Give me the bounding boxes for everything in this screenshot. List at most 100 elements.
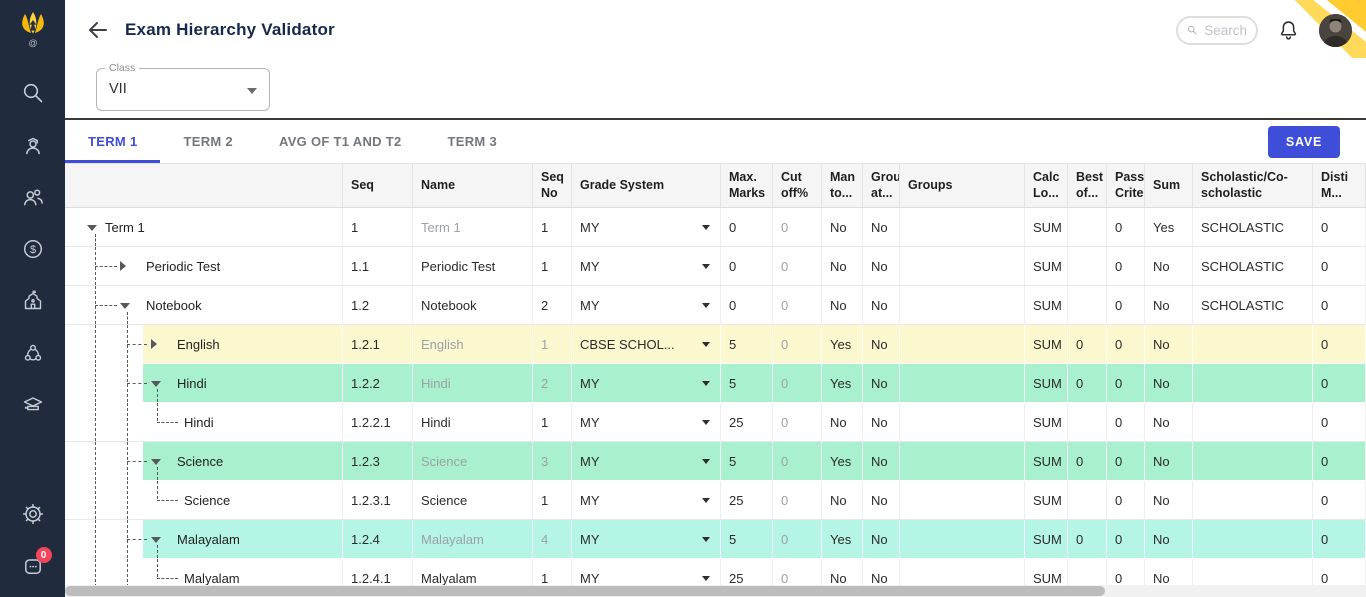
pass-criteria-cell: 0: [1107, 442, 1145, 480]
tree-node-label: Science: [184, 493, 231, 508]
groups-cell: [900, 559, 1025, 597]
tree-cell: Malayalam: [65, 520, 343, 558]
max-marks-cell: 5: [721, 520, 773, 558]
seq-no-cell: 1: [533, 481, 572, 519]
app-logo[interactable]: @: [0, 0, 65, 62]
distinct-marks-cell: 0: [1313, 442, 1366, 480]
grade-system-select[interactable]: MY: [572, 520, 721, 558]
max-marks-cell: 25: [721, 403, 773, 441]
grade-system-select[interactable]: MY: [572, 247, 721, 285]
dropdown-caret-icon: [702, 459, 710, 464]
chevron-down-icon: [247, 88, 257, 94]
seq-cell: 1.2.1: [343, 325, 413, 363]
distinct-marks-cell: 0: [1313, 481, 1366, 519]
section-divider: [65, 118, 1366, 120]
chat-icon[interactable]: 0: [21, 547, 52, 578]
users-icon[interactable]: [21, 185, 45, 209]
collapse-toggle-icon[interactable]: [151, 537, 161, 543]
grade-system-select[interactable]: MY: [572, 442, 721, 480]
seq-no-cell: 1: [533, 247, 572, 285]
expand-toggle-icon[interactable]: [151, 339, 157, 349]
grade-system-select[interactable]: CBSE SCHOL...: [572, 325, 721, 363]
settings-icon[interactable]: [21, 502, 45, 526]
finance-icon[interactable]: $: [21, 237, 45, 261]
expand-toggle-icon[interactable]: [120, 261, 126, 271]
pass-criteria-cell: 0: [1107, 403, 1145, 441]
tab-term-3[interactable]: TERM 3: [447, 134, 497, 149]
topbar: Exam Hierarchy Validator Search: [65, 0, 1366, 60]
school-icon[interactable]: [21, 289, 45, 313]
tab-term-2[interactable]: TERM 2: [183, 134, 233, 149]
horizontal-scrollbar: [65, 585, 1366, 597]
group-at-cell: No: [863, 442, 900, 480]
max-marks-cell: 5: [721, 442, 773, 480]
grade-system-select[interactable]: MY: [572, 403, 721, 441]
groups-cell: [900, 364, 1025, 402]
graduation-icon[interactable]: [21, 393, 45, 417]
cut-off-cell: 0: [773, 559, 822, 597]
sum-cell: No: [1145, 364, 1193, 402]
scholastic-cell: [1193, 403, 1313, 441]
mandatory-cell: No: [822, 286, 863, 324]
collapse-toggle-icon[interactable]: [151, 459, 161, 465]
notifications-bell-icon[interactable]: [1277, 19, 1300, 42]
dropdown-caret-icon: [702, 264, 710, 269]
seq-cell: 1: [343, 208, 413, 246]
seq-cell: 1.1: [343, 247, 413, 285]
tree-node-label: Malayalam: [177, 532, 240, 547]
cut-off-cell: 0: [773, 364, 822, 402]
best-of-cell: [1068, 286, 1107, 324]
grade-system-select[interactable]: MY: [572, 481, 721, 519]
tree-cell: Hindi: [65, 364, 343, 402]
filter-bar: Class VII: [65, 60, 1366, 118]
cut-off-cell: 0: [773, 520, 822, 558]
group-at-cell: No: [863, 559, 900, 597]
tab-avg-of-t1-and-t2[interactable]: AVG OF T1 AND T2: [278, 134, 402, 149]
search-placeholder: Search: [1204, 22, 1247, 38]
name-cell: Hindi: [413, 364, 533, 402]
column-header: Pass Crite: [1107, 164, 1145, 207]
svg-text:@: @: [28, 38, 37, 48]
search-nav-icon[interactable]: [21, 81, 45, 105]
collapse-toggle-icon[interactable]: [87, 225, 97, 231]
global-search-input[interactable]: Search: [1176, 15, 1258, 45]
pass-criteria-cell: 0: [1107, 520, 1145, 558]
tab-term-1[interactable]: TERM 1: [65, 120, 161, 163]
best-of-cell: [1068, 403, 1107, 441]
groups-cell: [900, 520, 1025, 558]
grade-system-select[interactable]: MY: [572, 286, 721, 324]
user-avatar[interactable]: [1319, 13, 1352, 47]
distinct-marks-cell: 0: [1313, 364, 1366, 402]
tree-node-label: Hindi: [177, 376, 207, 391]
name-cell: Malyalam: [413, 559, 533, 597]
collapse-toggle-icon[interactable]: [151, 381, 161, 387]
best-of-cell: 0: [1068, 442, 1107, 480]
class-select[interactable]: Class VII: [96, 62, 270, 111]
back-button[interactable]: [86, 17, 112, 43]
student-icon[interactable]: [21, 133, 45, 157]
class-select-label: Class: [105, 62, 140, 74]
groups-cell: [900, 403, 1025, 441]
tree-cell: English: [65, 325, 343, 363]
save-button[interactable]: SAVE: [1268, 125, 1340, 158]
class-select-value: VII: [109, 81, 127, 97]
name-cell: English: [413, 325, 533, 363]
tree-node-label: Malyalam: [184, 571, 240, 586]
logo-icon: @: [21, 12, 44, 48]
grade-system-select[interactable]: MY: [572, 559, 721, 597]
grade-system-select[interactable]: MY: [572, 208, 721, 246]
column-header: Scholastic/Co-scholastic: [1193, 164, 1313, 207]
best-of-cell: 0: [1068, 325, 1107, 363]
column-header: Max. Marks: [721, 164, 773, 207]
sidebar: @: [0, 0, 65, 597]
collapse-toggle-icon[interactable]: [120, 303, 130, 309]
grade-system-select[interactable]: MY: [572, 364, 721, 402]
tree-node-label: English: [177, 337, 220, 352]
community-icon[interactable]: [21, 341, 45, 365]
max-marks-cell: 25: [721, 559, 773, 597]
scrollbar-thumb[interactable]: [65, 586, 1105, 596]
dropdown-caret-icon: [702, 381, 710, 386]
pass-criteria-cell: 0: [1107, 559, 1145, 597]
seq-cell: 1.2.2: [343, 364, 413, 402]
